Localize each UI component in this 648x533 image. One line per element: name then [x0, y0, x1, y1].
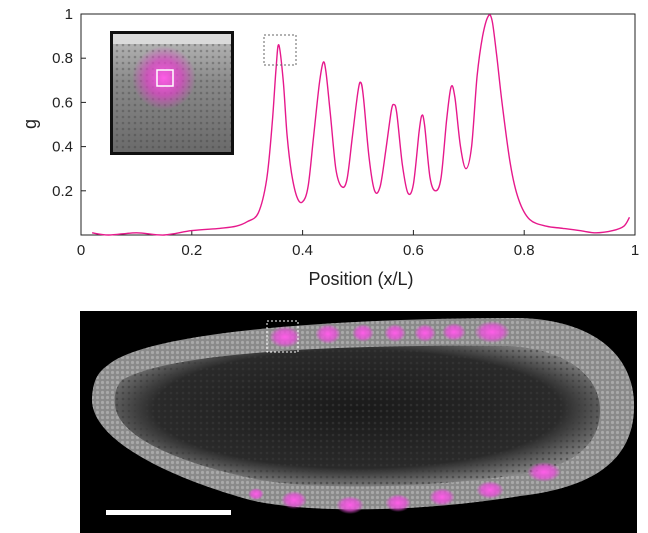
x-tick-label: 0.4 — [292, 242, 313, 259]
plot-frame — [80, 13, 636, 236]
x-tick-label: 0.6 — [403, 242, 424, 259]
stripe-blob — [429, 488, 455, 506]
x-tick-label: 0 — [77, 242, 85, 259]
scale-bar — [106, 510, 231, 515]
stripe-blob — [352, 324, 374, 342]
y-tick-label: 0.4 — [52, 139, 73, 156]
stripe-blob — [414, 324, 436, 342]
peak-highlight-box — [263, 34, 297, 66]
y-tick-label: 0.8 — [52, 50, 73, 67]
stripe-blob — [385, 494, 411, 512]
inset-micrograph — [110, 31, 234, 155]
stripe-highlight-box — [266, 320, 299, 353]
inset-roi-marker — [156, 69, 174, 87]
stripe-blob — [248, 488, 264, 500]
stripe-blob — [476, 481, 504, 499]
x-axis-title: Position (x/L) — [308, 269, 413, 289]
y-axis-title: g — [20, 119, 40, 129]
series-line — [91, 14, 631, 236]
x-axis: 0 0.2 0.4 0.6 0.8 1 — [77, 230, 639, 259]
stripe-blob — [315, 324, 341, 344]
x-tick-label: 1 — [631, 242, 639, 259]
x-tick-label: 0.2 — [181, 242, 202, 259]
embryo-micrograph — [80, 311, 637, 533]
stripe-blob — [269, 326, 301, 348]
y-tick-label: 1 — [65, 6, 73, 23]
stripe-blob — [384, 324, 406, 342]
stripe-blob — [336, 496, 364, 514]
y-axis: 0.2 0.4 0.6 0.8 1 — [52, 6, 86, 200]
stripe-blob — [527, 462, 561, 482]
line-chart: 0 0.2 0.4 0.6 0.8 1 0.2 0.4 0.6 0.8 1 Position (x… — [20, 6, 639, 289]
y-tick-label: 0.6 — [52, 94, 73, 111]
y-tick-label: 0.2 — [52, 183, 73, 200]
stripe-blob — [474, 321, 510, 343]
x-tick-label: 0.8 — [514, 242, 535, 259]
stripe-blob — [281, 491, 307, 509]
stripe-blob — [442, 323, 466, 341]
